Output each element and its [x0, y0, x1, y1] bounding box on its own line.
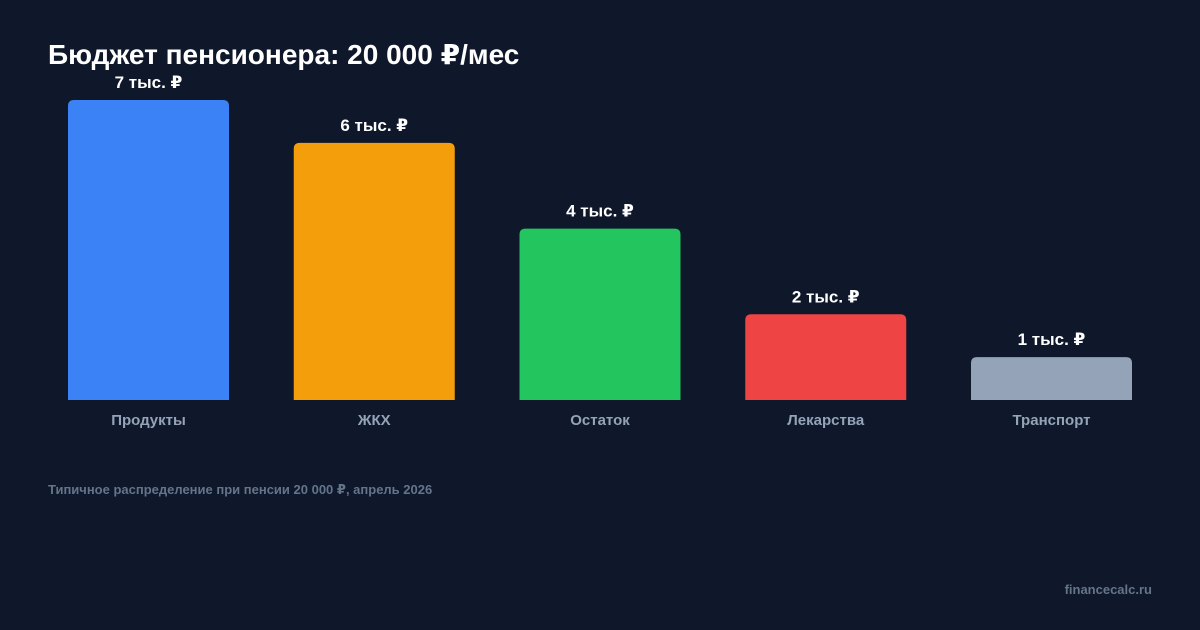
category-label: ЖКХ — [357, 412, 391, 429]
source-credit: financecalc.ru — [1064, 582, 1152, 597]
chart-title: Бюджет пенсионера: 20 000 ₽/мес — [48, 39, 520, 70]
bar-value-label: 4 тыс. ₽ — [566, 202, 634, 221]
bar-value-label: 7 тыс. ₽ — [115, 73, 183, 92]
category-label: Остаток — [570, 412, 630, 429]
bar-2 — [293, 142, 455, 400]
chart-footnote: Типичное распределение при пенсии 20 000… — [48, 482, 433, 497]
bar-value-label: 2 тыс. ₽ — [792, 287, 860, 306]
bar-5 — [971, 357, 1132, 400]
bar-4 — [745, 314, 907, 400]
bar-1 — [68, 100, 229, 400]
bar-value-label: 1 тыс. ₽ — [1018, 330, 1086, 349]
category-label: Транспорт — [1012, 412, 1090, 429]
bar-value-label: 6 тыс. ₽ — [340, 116, 408, 135]
bar-3 — [519, 228, 681, 400]
category-label: Продукты — [111, 412, 186, 429]
category-label: Лекарства — [787, 412, 865, 429]
